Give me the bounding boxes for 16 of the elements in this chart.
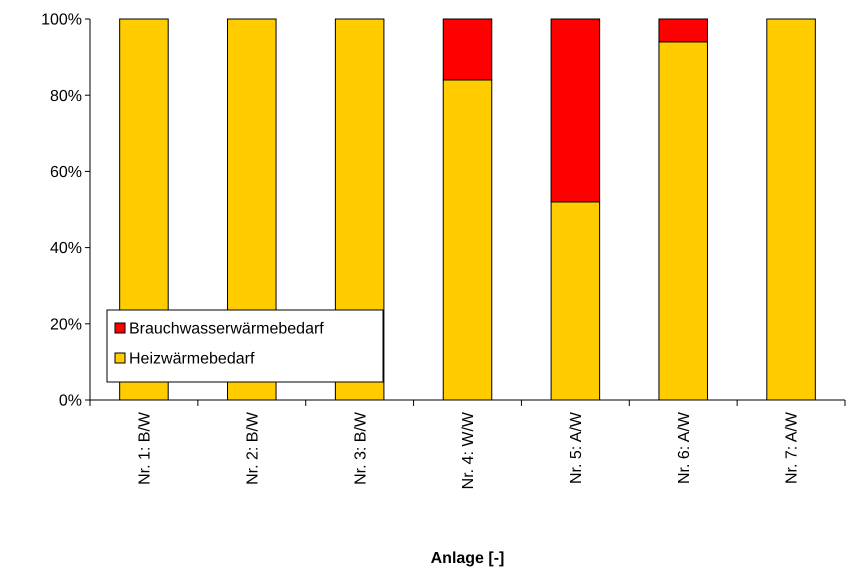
y-tick-label: 20% [50,316,82,334]
legend-label: Brauchwasserwärmebedarf [129,320,324,338]
x-tick-label: Nr. 4: W/W [460,411,478,490]
y-tick-label: 80% [50,88,82,105]
x-axis-title: Anlage [-] [430,550,504,567]
x-tick-label: Nr. 5: A/W [568,411,585,484]
x-tick-label: Nr. 2: B/W [244,411,262,485]
x-tick-label: Nr. 6: A/W [676,411,693,484]
legend-label: Heizwärmebedarf [129,350,255,368]
x-tick-label: Nr. 3: B/W [352,411,370,485]
x-tick-label: Nr. 1: B/W [136,411,154,485]
y-tick-label: 100% [41,12,82,29]
y-tick-label: 40% [50,240,82,258]
y-tick-label: 60% [50,164,82,181]
x-tick-label: Nr. 7: A/W [784,411,801,484]
y-tick-label: 0% [58,392,82,410]
